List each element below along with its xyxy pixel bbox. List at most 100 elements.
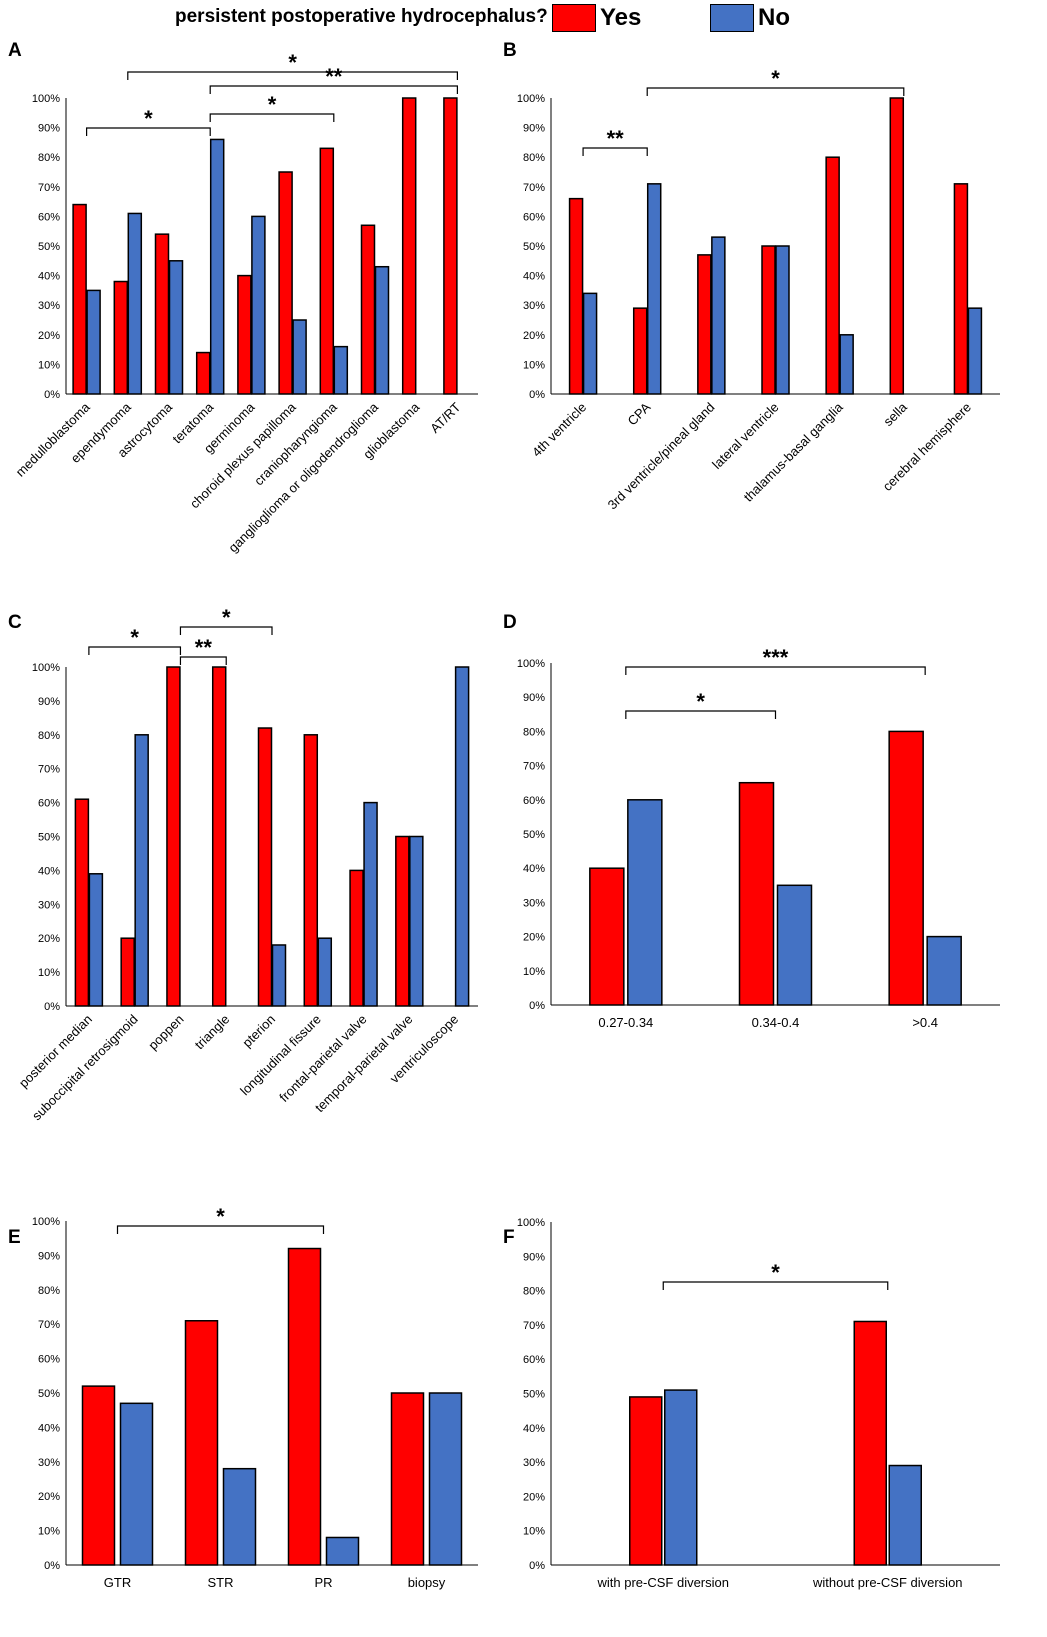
bar-c-yes: [395, 835, 410, 1007]
x-category-label-b: 4th ventricle: [529, 400, 589, 460]
significance-bracket-e: [116, 1225, 325, 1234]
bar-c-no: [134, 734, 149, 1007]
y-tick-label-b: 60%: [523, 211, 545, 223]
bar-e-yes: [184, 1320, 219, 1566]
y-tick-label-a: 60%: [38, 211, 60, 223]
y-tick-label-e: 40%: [38, 1422, 60, 1434]
bar-c-no: [317, 937, 333, 1007]
significance-label-b: **: [607, 126, 625, 151]
bar-a-yes: [360, 224, 376, 395]
bar-b-yes: [889, 97, 905, 395]
bar-c-no: [409, 835, 424, 1007]
y-tick-label-f: 70%: [523, 1320, 545, 1332]
bar-d-no: [926, 935, 962, 1006]
significance-bracket-c: [88, 646, 182, 655]
bar-e-no: [428, 1392, 463, 1566]
y-tick-label-a: 10%: [38, 359, 60, 371]
y-tick-label-f: 90%: [523, 1251, 545, 1263]
bar-c-yes: [211, 666, 227, 1007]
bar-c-no: [271, 944, 287, 1007]
panel-letter-b: B: [503, 40, 517, 61]
x-category-label-e: biopsy: [408, 1575, 446, 1590]
x-category-label-d: 0.34-0.4: [752, 1015, 800, 1030]
y-tick-label-d: 10%: [523, 966, 545, 978]
bar-f-yes: [853, 1320, 887, 1566]
bar-a-yes: [278, 171, 293, 395]
significance-label-a: *: [144, 106, 153, 131]
y-tick-label-b: 80%: [523, 152, 545, 164]
bar-d-yes: [888, 730, 924, 1006]
y-tick-label-e: 0%: [44, 1560, 60, 1572]
y-tick-label-c: 80%: [38, 730, 60, 742]
y-tick-label-a: 80%: [38, 152, 60, 164]
significance-bracket-a: [127, 71, 458, 80]
significance-label-f: *: [771, 1260, 780, 1285]
bar-a-no: [86, 289, 101, 395]
y-tick-label-d: 20%: [523, 932, 545, 944]
significance-label-e: *: [216, 1204, 225, 1229]
bar-e-no: [119, 1402, 154, 1566]
bar-b-yes: [697, 254, 712, 395]
significance-bracket-c: [179, 656, 227, 665]
y-tick-label-d: 30%: [523, 897, 545, 909]
y-tick-label-f: 30%: [523, 1457, 545, 1469]
x-category-label-d: 0.27-0.34: [598, 1015, 653, 1030]
y-tick-label-e: 20%: [38, 1491, 60, 1503]
x-category-label-c: poppen: [145, 1012, 186, 1053]
y-tick-label-e: 90%: [38, 1250, 60, 1262]
y-tick-label-c: 100%: [32, 662, 60, 674]
legend-no-swatch: [710, 4, 754, 32]
bar-a-no: [374, 265, 390, 395]
bar-a-yes: [443, 97, 458, 395]
panel-letter-d: D: [503, 612, 517, 633]
bar-a-yes: [113, 280, 129, 395]
x-category-label-c: pterion: [239, 1012, 278, 1051]
bar-c-no: [363, 801, 378, 1007]
significance-label-c: *: [130, 625, 139, 650]
significance-label-d: *: [696, 689, 705, 714]
x-category-label-e: GTR: [104, 1575, 131, 1590]
y-tick-label-d: 80%: [523, 726, 545, 738]
bar-f-no: [664, 1389, 698, 1566]
y-tick-label-f: 100%: [517, 1217, 545, 1229]
bar-e-no: [325, 1536, 360, 1566]
bar-b-no: [711, 236, 726, 395]
y-tick-label-f: 60%: [523, 1354, 545, 1366]
y-tick-label-a: 50%: [38, 241, 60, 253]
panel-letter-f: F: [503, 1227, 515, 1248]
bar-c-no: [88, 873, 104, 1007]
bar-b-no: [839, 334, 854, 395]
y-tick-label-d: 50%: [523, 829, 545, 841]
y-tick-label-b: 20%: [523, 330, 545, 342]
y-tick-label-b: 0%: [529, 389, 545, 401]
y-tick-label-d: 100%: [517, 658, 545, 670]
y-tick-label-a: 20%: [38, 330, 60, 342]
x-category-label-c: longitudinal fissure: [237, 1012, 324, 1099]
bar-e-yes: [81, 1385, 116, 1566]
legend: persistent postoperative hydrocephalus? …: [0, 0, 1047, 40]
bar-b-no: [646, 183, 662, 395]
bar-c-yes: [120, 937, 135, 1007]
bar-a-yes: [195, 351, 211, 395]
y-tick-label-c: 10%: [38, 967, 60, 979]
significance-bracket-a: [86, 127, 211, 136]
y-tick-label-a: 0%: [44, 389, 60, 401]
bar-a-yes: [237, 274, 252, 395]
x-category-label-f: without pre-CSF diversion: [812, 1575, 963, 1590]
bar-b-no: [775, 245, 790, 395]
y-tick-label-b: 50%: [523, 241, 545, 253]
x-category-label-b: sella: [880, 399, 910, 429]
y-tick-label-d: 60%: [523, 795, 545, 807]
bar-c-yes: [349, 869, 364, 1007]
bar-e-yes: [287, 1247, 322, 1566]
significance-label-c: **: [195, 635, 213, 660]
y-tick-label-f: 10%: [523, 1526, 545, 1538]
bar-a-no: [333, 345, 349, 395]
y-tick-label-b: 40%: [523, 271, 545, 283]
y-tick-label-f: 50%: [523, 1389, 545, 1401]
significance-label-a: *: [288, 50, 297, 75]
x-category-label-a: AT/RT: [427, 399, 463, 435]
y-tick-label-c: 50%: [38, 832, 60, 844]
bar-a-no: [209, 138, 225, 395]
bar-a-no: [127, 212, 143, 395]
